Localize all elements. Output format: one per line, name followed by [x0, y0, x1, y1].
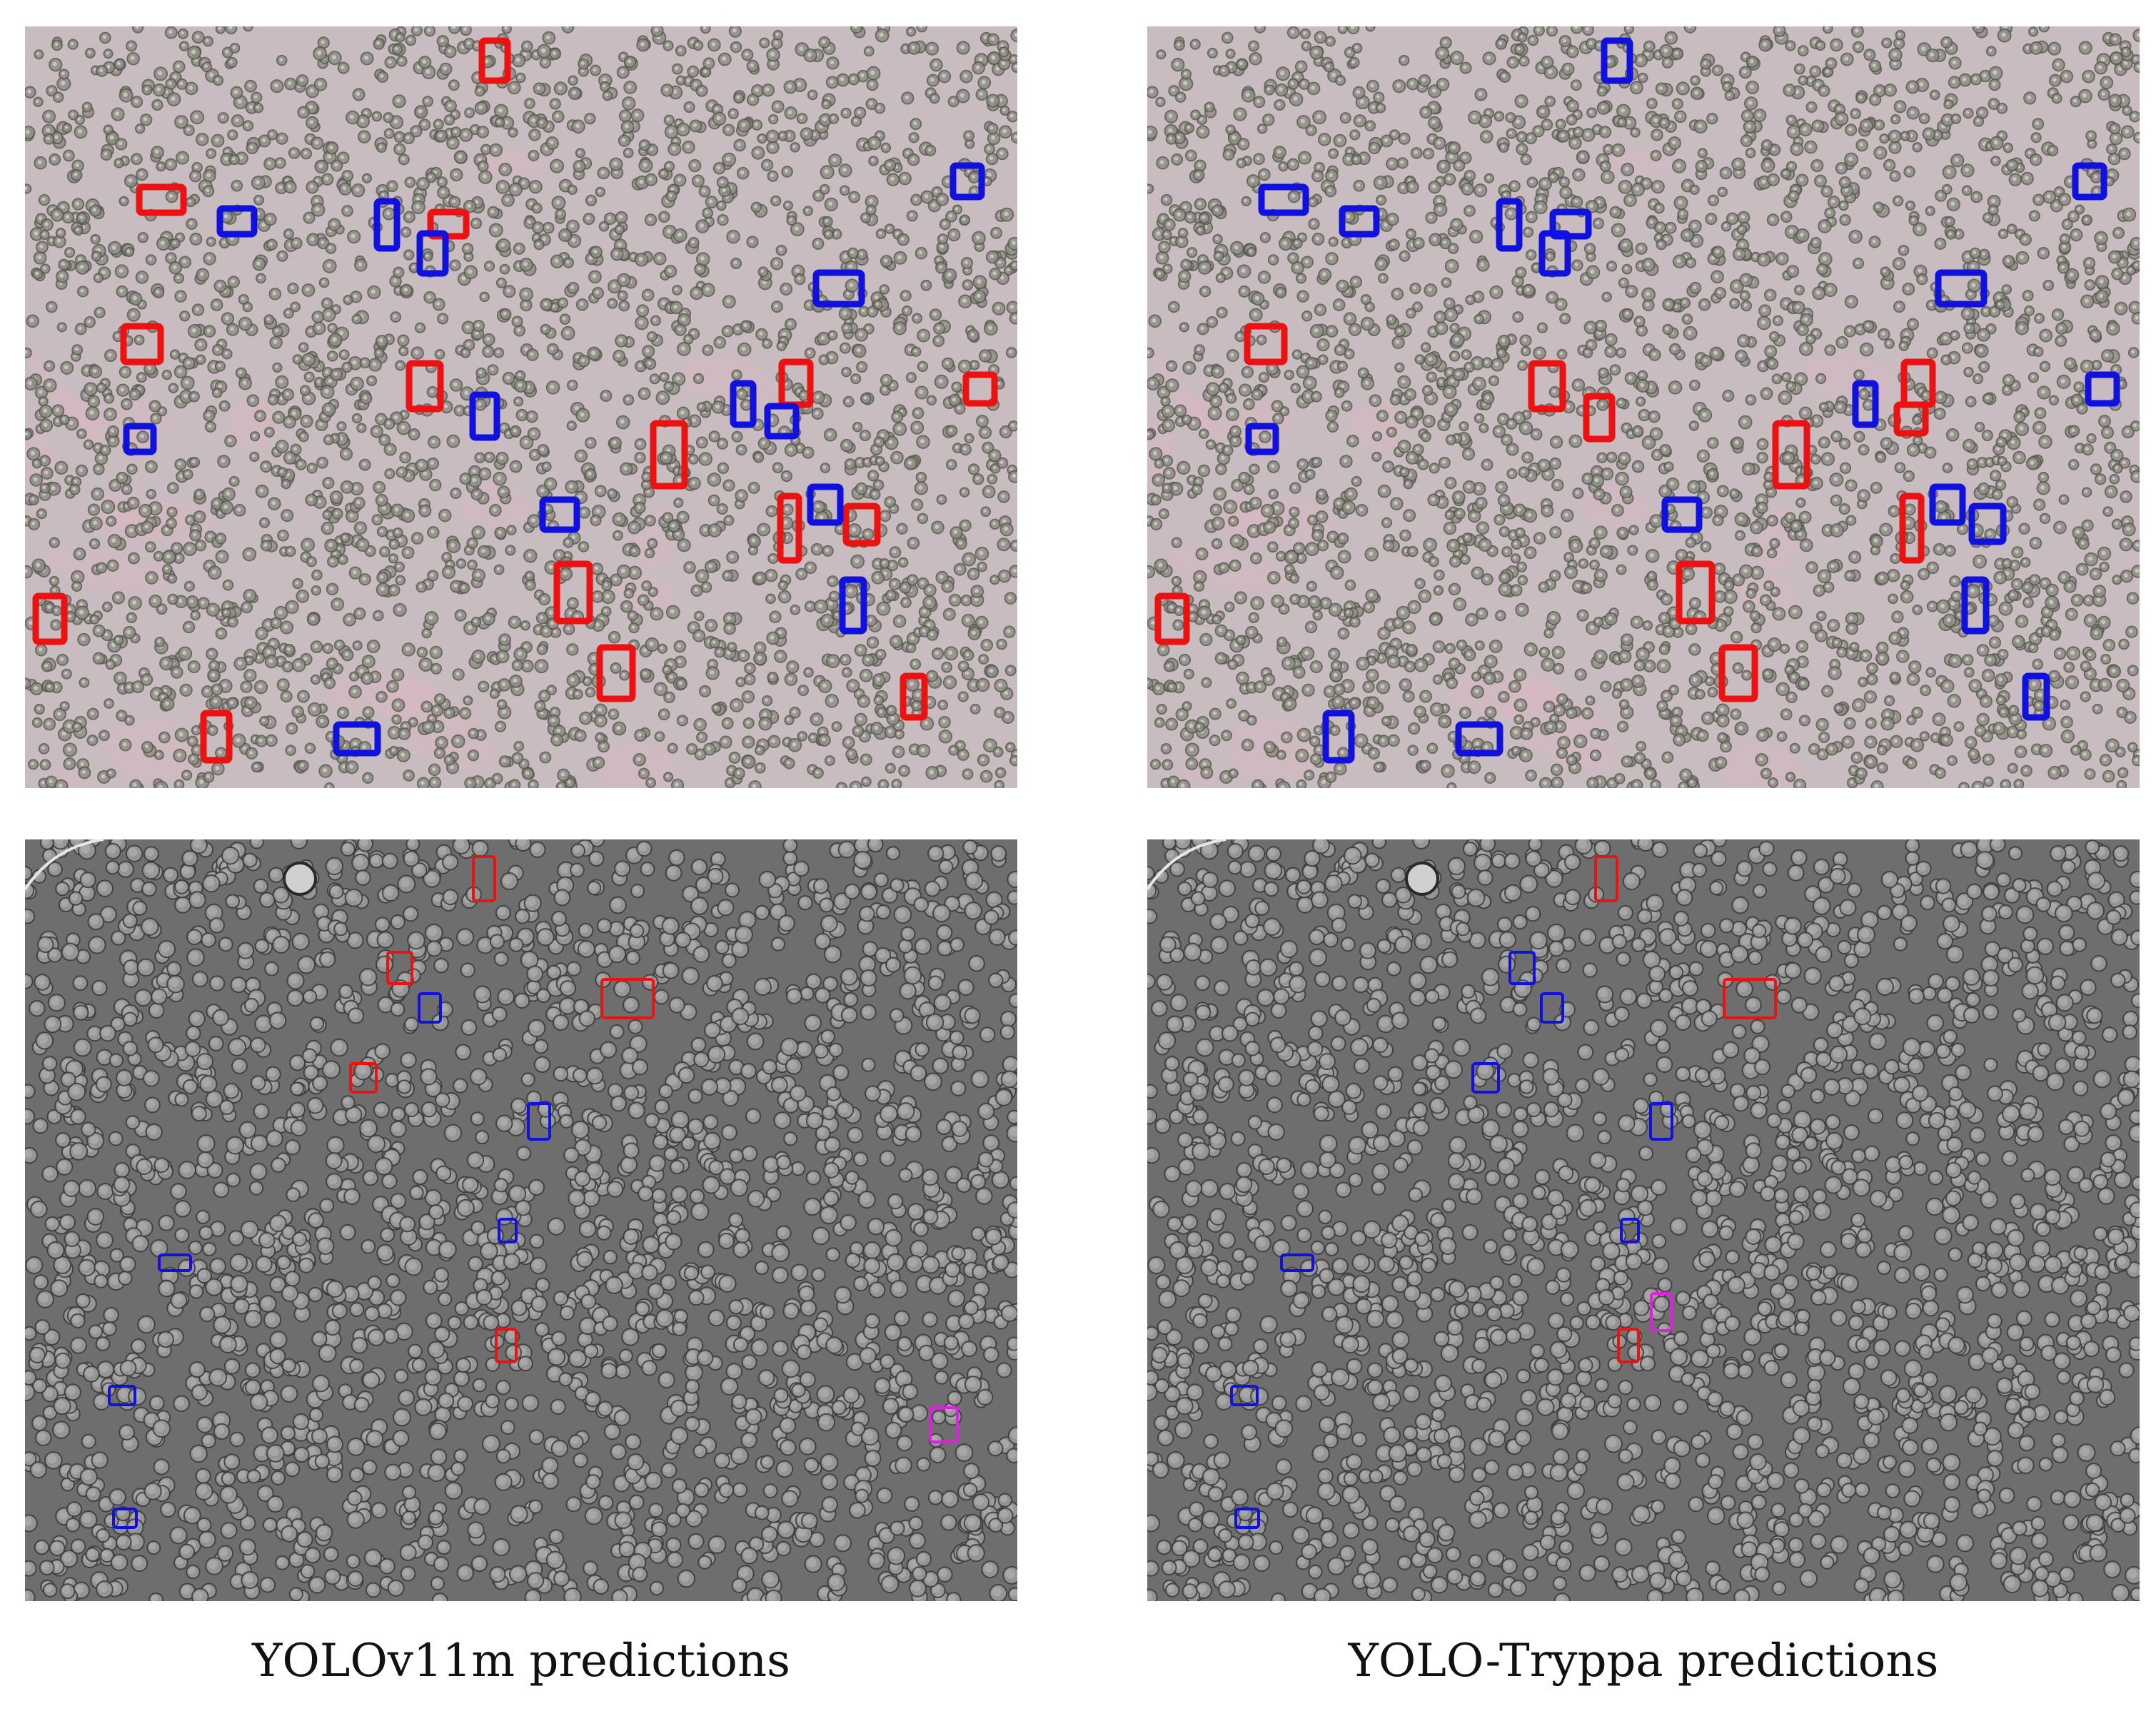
blue-detection-box — [1496, 198, 1523, 252]
magenta-detection-box — [1650, 1292, 1673, 1332]
blue-detection-box — [108, 1385, 136, 1406]
red-detection-box — [1528, 360, 1566, 413]
bottom-left-dic-image-yolov11m — [25, 839, 1017, 1601]
blue-detection-box — [418, 992, 442, 1024]
blue-detection-box — [2022, 672, 2050, 721]
red-detection-box — [1583, 393, 1616, 443]
red-detection-box — [478, 37, 511, 84]
blue-detection-box — [949, 162, 985, 201]
blue-detection-box — [1339, 205, 1380, 238]
blue-detection-box — [1852, 380, 1879, 428]
red-detection-box — [1893, 401, 1929, 437]
blue-detection-box — [764, 403, 800, 440]
top-left-svg — [25, 26, 1017, 788]
red-detection-box — [1718, 644, 1758, 702]
magenta-detection-box — [929, 1406, 959, 1443]
bottom-right-svg — [1147, 839, 2140, 1601]
blue-detection-box — [216, 205, 258, 238]
red-detection-box — [136, 183, 187, 216]
blue-detection-box — [527, 1102, 551, 1141]
caption-yolov11m: YOLOv11m predictions — [252, 1635, 790, 1687]
blue-detection-box — [1935, 269, 1988, 308]
blue-detection-box — [416, 230, 449, 277]
top-right-svg — [1147, 26, 2140, 788]
red-detection-box — [1772, 420, 1810, 490]
blue-detection-box — [1968, 503, 2007, 545]
red-detection-box — [1617, 1328, 1640, 1363]
red-detection-box — [962, 371, 998, 407]
red-detection-box — [1676, 560, 1716, 625]
caption-yolo-tryppa: YOLO-Tryppa predictions — [1348, 1635, 1939, 1687]
blue-detection-box — [1245, 423, 1279, 455]
blue-detection-box — [2072, 162, 2107, 201]
red-detection-box — [596, 644, 636, 702]
blue-detection-box — [123, 423, 157, 455]
blue-detection-box — [1234, 1508, 1260, 1529]
bottom-right-dic-image-yolo-tryppa — [1147, 839, 2140, 1601]
red-detection-box — [405, 360, 444, 413]
blue-detection-box — [158, 1253, 192, 1272]
red-detection-box — [553, 560, 593, 625]
blue-detection-box — [373, 198, 401, 252]
blue-detection-box — [1322, 710, 1355, 764]
blue-detection-box — [1455, 721, 1503, 757]
red-detection-box — [842, 503, 881, 547]
blue-detection-box — [730, 380, 757, 428]
red-detection-box — [120, 323, 164, 365]
blue-detection-box — [1929, 483, 1966, 526]
blue-detection-box — [2085, 371, 2120, 407]
red-detection-box — [386, 951, 413, 985]
red-detection-box — [1154, 592, 1190, 645]
red-detection-box — [472, 855, 496, 902]
red-detection-box — [495, 1328, 518, 1363]
red-detection-box — [1594, 855, 1618, 902]
red-detection-box — [1723, 978, 1777, 1019]
blue-detection-box — [498, 1218, 518, 1243]
blue-detection-box — [1471, 1062, 1500, 1094]
blue-detection-box — [333, 721, 381, 757]
top-left-phase-image-yolov11m — [25, 26, 1017, 788]
red-detection-box — [1244, 323, 1288, 365]
red-detection-box — [32, 592, 68, 645]
blue-detection-box — [1508, 951, 1536, 985]
blue-detection-box — [469, 391, 500, 441]
blue-detection-box — [1649, 1102, 1673, 1141]
blue-detection-box — [1258, 183, 1309, 216]
top-right-phase-image-yolo-tryppa — [1147, 26, 2140, 788]
blue-detection-box — [1661, 496, 1703, 533]
blue-detection-box — [812, 269, 865, 308]
blue-detection-box — [1280, 1253, 1314, 1272]
red-detection-box — [650, 420, 688, 490]
blue-detection-box — [112, 1508, 138, 1529]
blue-detection-box — [1961, 576, 1990, 635]
blue-detection-box — [807, 483, 844, 526]
bottom-left-svg — [25, 839, 1017, 1601]
blue-detection-box — [839, 576, 867, 635]
red-detection-box — [600, 978, 655, 1019]
blue-detection-box — [1540, 992, 1564, 1024]
red-detection-box — [200, 710, 233, 764]
red-detection-box — [1899, 493, 1925, 564]
red-detection-box — [777, 493, 802, 564]
blue-detection-box — [1549, 208, 1592, 240]
blue-detection-box — [539, 496, 580, 533]
blue-detection-box — [1230, 1385, 1259, 1406]
red-detection-box — [349, 1062, 378, 1094]
blue-detection-box — [1620, 1218, 1640, 1243]
blue-detection-box — [1601, 37, 1633, 84]
red-detection-box — [900, 672, 928, 721]
